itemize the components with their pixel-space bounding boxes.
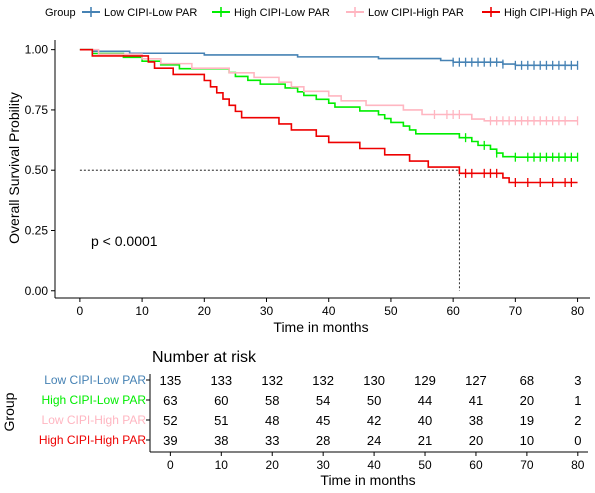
x-tick-label: 0 xyxy=(77,304,84,318)
risk-count: 21 xyxy=(418,433,432,448)
risk-row-label: High CIPI-High PAR xyxy=(39,433,146,447)
legend-label: Low CIPI-Low PAR xyxy=(104,7,197,19)
x-tick-label: 40 xyxy=(322,304,336,318)
x-tick-label: 50 xyxy=(384,304,398,318)
survival-plot: 0 10 20 30 40 50 60 70 80 0.00 0.25 0.50 0.75 1.00 Ti… xyxy=(6,40,590,335)
risk-count: 135 xyxy=(160,373,182,388)
risk-count: 132 xyxy=(312,373,334,388)
y-tick-label: 1.00 xyxy=(25,43,49,57)
risk-count: 127 xyxy=(465,373,487,388)
y-tick-label: 0.75 xyxy=(25,103,49,117)
x-tick-label: 70 xyxy=(509,304,523,318)
risk-count: 68 xyxy=(520,373,534,388)
risk-table-title: Number at risk xyxy=(152,349,257,366)
risk-x-tick-label: 50 xyxy=(418,458,432,472)
legend-item: High CIPI-High PAR xyxy=(482,7,595,19)
risk-count: 28 xyxy=(316,433,330,448)
risk-count: 130 xyxy=(363,373,385,388)
risk-count: 3 xyxy=(574,373,581,388)
risk-count: 40 xyxy=(418,413,432,428)
x-tick-label: 60 xyxy=(446,304,460,318)
risk-x-tick-label: 0 xyxy=(167,458,174,472)
risk-count: 50 xyxy=(367,393,381,408)
risk-count: 2 xyxy=(574,413,581,428)
risk-x-tick-label: 40 xyxy=(367,458,381,472)
risk-x-tick-label: 60 xyxy=(469,458,483,472)
legend-label: High CIPI-High PAR xyxy=(504,7,595,19)
y-tick-label: 0.00 xyxy=(25,284,49,298)
risk-count: 44 xyxy=(418,393,432,408)
risk-x-tick-label: 30 xyxy=(316,458,330,472)
risk-table-row: Low CIPI-Low PAR 135 133 132 132 130 129 127 68 3 xyxy=(44,373,581,388)
risk-count: 129 xyxy=(414,373,436,388)
risk-count: 58 xyxy=(265,393,279,408)
risk-count: 10 xyxy=(520,433,534,448)
risk-x-tick-label: 70 xyxy=(520,458,534,472)
x-axis-label: Time in months xyxy=(273,319,368,335)
risk-row-label: Low CIPI-Low PAR xyxy=(44,373,146,387)
risk-count: 19 xyxy=(520,413,534,428)
risk-table-xlabel: Time in months xyxy=(320,472,415,488)
risk-table-ylabel: Group xyxy=(1,392,17,431)
legend-label: Low CIPI-High PAR xyxy=(368,7,464,19)
risk-count: 63 xyxy=(163,393,177,408)
risk-x-tick-label: 20 xyxy=(266,458,280,472)
risk-count: 1 xyxy=(574,393,581,408)
risk-x-tick-label: 80 xyxy=(571,458,585,472)
legend-item: Low CIPI-High PAR xyxy=(346,7,464,19)
risk-count: 45 xyxy=(316,413,330,428)
legend-title: Group xyxy=(45,7,76,19)
y-tick-label: 0.50 xyxy=(25,163,49,177)
risk-row-label: Low CIPI-High PAR xyxy=(42,413,147,427)
legend: Group Low CIPI-Low PAR High CIPI-Low PAR L… xyxy=(45,7,595,19)
risk-row-label: High CIPI-Low PAR xyxy=(42,393,147,407)
x-tick-label: 20 xyxy=(198,304,212,318)
risk-table: Number at risk Group Low CIPI-Low PAR 135… xyxy=(1,349,588,488)
risk-count: 24 xyxy=(367,433,381,448)
risk-count: 54 xyxy=(316,393,330,408)
risk-count: 48 xyxy=(265,413,279,428)
x-tick-label: 30 xyxy=(260,304,274,318)
risk-count: 33 xyxy=(265,433,279,448)
risk-count: 132 xyxy=(261,373,283,388)
risk-table-row: Low CIPI-High PAR 52 51 48 45 42 40 38 19 2 xyxy=(42,413,582,428)
x-tick-label: 80 xyxy=(571,304,585,318)
risk-count: 133 xyxy=(210,373,232,388)
legend-item: High CIPI-Low PAR xyxy=(212,7,330,19)
risk-count: 38 xyxy=(469,413,483,428)
y-axis-label: Overall Survival Probility xyxy=(6,92,22,244)
risk-count: 20 xyxy=(469,433,483,448)
risk-count: 51 xyxy=(214,413,228,428)
risk-count: 38 xyxy=(214,433,228,448)
legend-label: High CIPI-Low PAR xyxy=(234,7,330,19)
risk-count: 0 xyxy=(574,433,581,448)
survival-curve xyxy=(79,48,578,184)
survival-curve xyxy=(79,48,578,158)
risk-table-row: High CIPI-High PAR 39 38 33 28 24 21 20 10 0 xyxy=(39,433,582,448)
y-tick-label: 0.25 xyxy=(25,223,49,237)
risk-x-tick-label: 10 xyxy=(215,458,229,472)
x-tick-label: 10 xyxy=(135,304,149,318)
risk-count: 20 xyxy=(520,393,534,408)
risk-count: 60 xyxy=(214,393,228,408)
survival-curve xyxy=(79,48,578,122)
risk-count: 39 xyxy=(163,433,177,448)
p-value-annotation: p < 0.0001 xyxy=(91,233,158,249)
risk-table-row: High CIPI-Low PAR 63 60 58 54 50 44 41 20 1 xyxy=(42,393,582,408)
risk-count: 41 xyxy=(469,393,483,408)
risk-count: 52 xyxy=(163,413,177,428)
risk-count: 42 xyxy=(367,413,381,428)
legend-item: Low CIPI-Low PAR xyxy=(82,7,197,19)
